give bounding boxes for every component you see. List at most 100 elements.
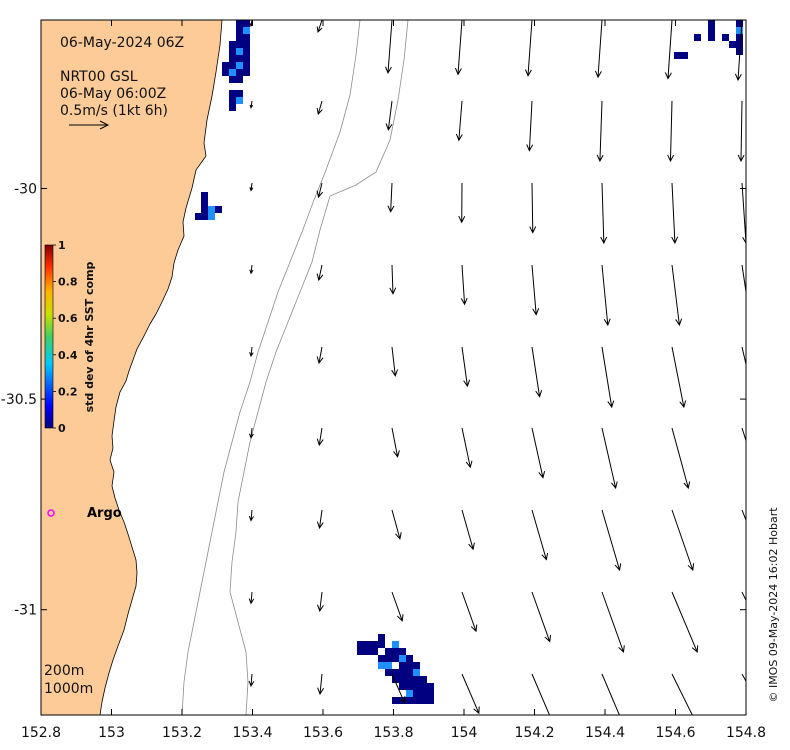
sst-cell <box>357 641 364 648</box>
sst-cell <box>208 206 215 213</box>
contour-1000m <box>229 20 409 715</box>
sst-cell <box>406 669 413 676</box>
sst-cell <box>229 97 236 104</box>
sst-cell <box>229 76 236 83</box>
current-arrow <box>391 427 400 458</box>
current-arrow <box>741 346 746 367</box>
sst-cell <box>208 213 215 220</box>
current-arrow <box>460 264 468 306</box>
lon-tick-label: 152.8 <box>21 725 61 741</box>
sst-cell <box>681 52 688 59</box>
sst-cell <box>201 192 208 199</box>
sst-cell <box>708 27 715 34</box>
sst-cell <box>708 34 715 41</box>
sst-cell <box>236 69 243 76</box>
sst-cell <box>399 648 406 655</box>
sst-cell <box>392 641 399 648</box>
current-arrow <box>594 20 603 79</box>
sst-cell <box>236 90 243 97</box>
current-arrow <box>461 509 475 551</box>
lon-tick-label: 153 <box>98 725 125 741</box>
current-arrow <box>734 20 743 82</box>
colorbar-ticks: 0 0.2 0.4 0.6 0.8 1 <box>53 239 78 435</box>
sst-cell <box>420 697 427 704</box>
lon-tick-label: 153.2 <box>162 725 202 741</box>
sst-cell <box>413 676 420 683</box>
sst-cell <box>229 62 236 69</box>
current-arrow <box>317 673 325 696</box>
sst-cell <box>243 20 250 27</box>
sst-cell <box>736 41 743 48</box>
land-area <box>41 20 223 715</box>
sst-cell <box>399 669 406 676</box>
sst-cell <box>392 697 399 704</box>
sst-cell <box>236 62 243 69</box>
current-arrow <box>384 20 393 74</box>
lon-tick-label: 154.4 <box>585 725 625 741</box>
depth-legend-200m: 200m <box>44 663 84 679</box>
current-arrow <box>671 346 687 409</box>
product-label: NRT00 GSL <box>60 69 138 85</box>
sst-cell <box>729 41 736 48</box>
sst-cell <box>413 662 420 669</box>
sst-cell <box>243 55 250 62</box>
colorbar-tick-label: 0.6 <box>58 312 78 325</box>
sst-cell <box>243 41 250 48</box>
sst-cell <box>236 41 243 48</box>
argo-label: Argo <box>87 506 122 521</box>
lon-tick-label: 154.2 <box>514 725 554 741</box>
current-arrow <box>529 182 537 234</box>
current-arrow <box>454 20 463 76</box>
sst-cell <box>236 55 243 62</box>
sst-cell <box>736 27 743 34</box>
sst-cell <box>413 683 420 690</box>
colorbar-tick-label: 0.8 <box>58 276 78 289</box>
sst-cell <box>195 213 202 220</box>
longitude-axis: 152.8 153 153.2 153.4 153.6 153.8 154 154.2 154.… <box>21 20 766 741</box>
current-arrow <box>461 427 473 469</box>
current-arrow <box>391 673 406 704</box>
sst-cell <box>243 69 250 76</box>
sst-cell <box>413 690 420 697</box>
current-arrow <box>387 182 395 213</box>
scale-arrow <box>69 120 110 130</box>
lon-tick-label: 154.6 <box>655 725 695 741</box>
credit-text: © IMOS 09-May-2024 16:02 Hobart <box>767 507 780 703</box>
colorbar-tick-label: 1 <box>58 239 66 252</box>
current-arrow <box>249 100 254 109</box>
current-arrow <box>391 346 399 377</box>
sst-cell <box>357 648 364 655</box>
sst-cell <box>406 683 413 690</box>
sst-cell <box>736 20 743 27</box>
current-arrow <box>316 264 324 282</box>
current-arrow <box>316 427 324 447</box>
current-arrow <box>458 182 466 224</box>
current-arrow <box>391 509 402 540</box>
sst-cell <box>364 641 371 648</box>
sst-cell <box>215 206 222 213</box>
sst-cell <box>406 676 413 683</box>
current-arrow <box>601 509 622 572</box>
sst-cell <box>406 662 413 669</box>
current-time-label: 06-May 06:00Z <box>60 86 166 102</box>
current-arrow <box>601 264 611 327</box>
sst-cell <box>385 648 392 655</box>
date-title: 06-May-2024 06Z <box>60 35 184 51</box>
lon-tick-label: 154 <box>451 725 478 741</box>
sst-cell <box>201 213 208 220</box>
sst-cell <box>406 655 413 662</box>
current-arrow <box>317 591 324 613</box>
sst-cell <box>399 683 406 690</box>
contour-200m <box>181 20 361 715</box>
sst-cell <box>413 697 420 704</box>
current-arrow <box>671 182 679 245</box>
current-arrow <box>249 346 254 358</box>
current-arrow <box>389 264 397 295</box>
sst-cell <box>229 104 236 111</box>
current-arrow <box>741 427 746 443</box>
current-arrow <box>531 346 543 398</box>
current-arrow <box>316 100 323 116</box>
sst-cell <box>229 48 236 55</box>
sst-cell <box>378 634 385 641</box>
